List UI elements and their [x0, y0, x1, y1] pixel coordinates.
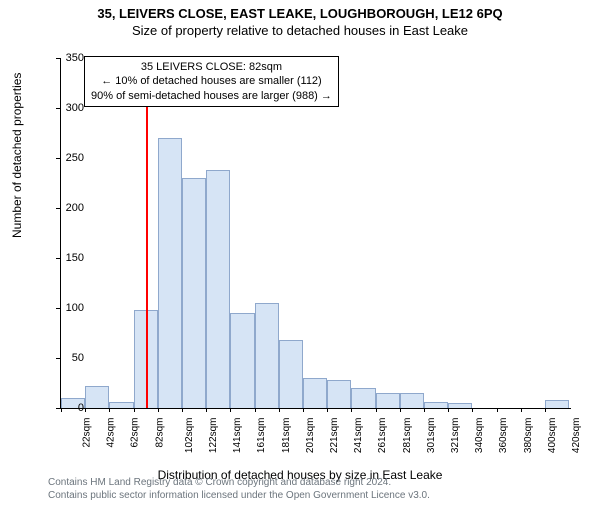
y-tick-label: 350	[54, 52, 84, 64]
x-tick-label: 22sqm	[82, 418, 93, 448]
x-tick	[85, 408, 86, 412]
x-tick	[472, 408, 473, 412]
x-tick	[327, 408, 328, 412]
x-tick	[400, 408, 401, 412]
histogram-bar	[424, 402, 448, 408]
x-tick	[158, 408, 159, 412]
x-tick	[521, 408, 522, 412]
x-tick-label: 181sqm	[281, 418, 292, 454]
histogram-bar	[109, 402, 133, 408]
x-tick-label: 360sqm	[498, 418, 509, 454]
histogram-bar	[400, 393, 424, 408]
histogram-bar	[182, 178, 206, 408]
histogram-bar	[158, 138, 182, 408]
chart-container: Number of detached properties 0 50 100 150 2…	[0, 48, 600, 448]
y-tick-label: 100	[54, 302, 84, 314]
histogram-bar	[351, 388, 375, 408]
x-tick	[351, 408, 352, 412]
histogram-bar	[327, 380, 351, 408]
x-tick-label: 261sqm	[377, 418, 388, 454]
x-tick-label: 221sqm	[329, 418, 340, 454]
x-tick	[545, 408, 546, 412]
histogram-bar	[230, 313, 254, 408]
footer-attribution: Contains HM Land Registry data © Crown c…	[48, 477, 430, 502]
y-tick-label: 200	[54, 202, 84, 214]
annotation-line3: 90% of semi-detached houses are larger (…	[91, 89, 332, 103]
x-tick	[376, 408, 377, 412]
x-tick-label: 82sqm	[154, 418, 165, 448]
x-tick	[303, 408, 304, 412]
annotation-box: 35 LEIVERS CLOSE: 82sqm ← 10% of detache…	[84, 56, 339, 107]
x-tick	[255, 408, 256, 412]
x-tick-label: 122sqm	[208, 418, 219, 454]
x-tick	[134, 408, 135, 412]
y-tick-label: 0	[54, 402, 84, 414]
footer-line1: Contains HM Land Registry data © Crown c…	[48, 477, 430, 490]
y-tick-label: 150	[54, 252, 84, 264]
chart-subtitle: Size of property relative to detached ho…	[0, 23, 600, 38]
x-tick-label: 321sqm	[450, 418, 461, 454]
x-tick	[182, 408, 183, 412]
x-tick-label: 102sqm	[184, 418, 195, 454]
x-tick-label: 62sqm	[130, 418, 141, 448]
x-tick-label: 301sqm	[426, 418, 437, 454]
histogram-bar	[85, 386, 109, 408]
x-tick-label: 281sqm	[402, 418, 413, 454]
x-tick-label: 400sqm	[547, 418, 558, 454]
x-tick	[230, 408, 231, 412]
y-tick-label: 50	[54, 352, 84, 364]
histogram-bar	[206, 170, 230, 408]
histogram-bar	[448, 403, 472, 408]
histogram-bar	[279, 340, 303, 408]
x-tick-label: 201sqm	[305, 418, 316, 454]
reference-marker	[146, 58, 148, 408]
y-axis-label: Number of detached properties	[10, 73, 24, 238]
x-tick-label: 380sqm	[523, 418, 534, 454]
x-tick-label: 42sqm	[106, 418, 117, 448]
footer-line2: Contains public sector information licen…	[48, 490, 430, 503]
x-tick	[109, 408, 110, 412]
plot-area	[60, 58, 571, 409]
x-tick	[206, 408, 207, 412]
histogram-bar	[255, 303, 279, 408]
x-tick-label: 241sqm	[353, 418, 364, 454]
histogram-bar	[545, 400, 569, 408]
histogram-bar	[376, 393, 400, 408]
x-tick-label: 141sqm	[232, 418, 243, 454]
chart-title: 35, LEIVERS CLOSE, EAST LEAKE, LOUGHBORO…	[0, 6, 600, 21]
y-tick-label: 300	[54, 102, 84, 114]
histogram-bar	[303, 378, 327, 408]
x-tick	[448, 408, 449, 412]
x-tick	[424, 408, 425, 412]
x-tick-label: 340sqm	[474, 418, 485, 454]
x-tick-label: 161sqm	[256, 418, 267, 454]
x-tick-label: 420sqm	[571, 418, 582, 454]
x-tick	[497, 408, 498, 412]
y-tick-label: 250	[54, 152, 84, 164]
annotation-line2: ← 10% of detached houses are smaller (11…	[91, 74, 332, 88]
x-tick	[279, 408, 280, 412]
annotation-line1: 35 LEIVERS CLOSE: 82sqm	[91, 60, 332, 74]
